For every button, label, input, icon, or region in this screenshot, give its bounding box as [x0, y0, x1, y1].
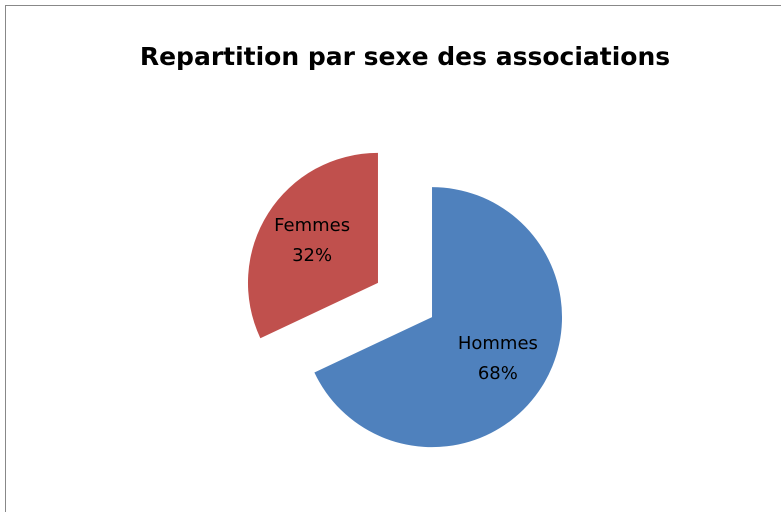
chart-title: Repartition par sexe des associations	[140, 42, 670, 71]
slice-value-label: 68%	[478, 363, 518, 384]
slice-category-label: Hommes	[458, 333, 538, 354]
pie-slice	[247, 152, 378, 339]
slice-value-label: 32%	[292, 245, 332, 266]
pie-slice	[314, 187, 563, 448]
slice-category-label: Femmes	[274, 215, 350, 236]
